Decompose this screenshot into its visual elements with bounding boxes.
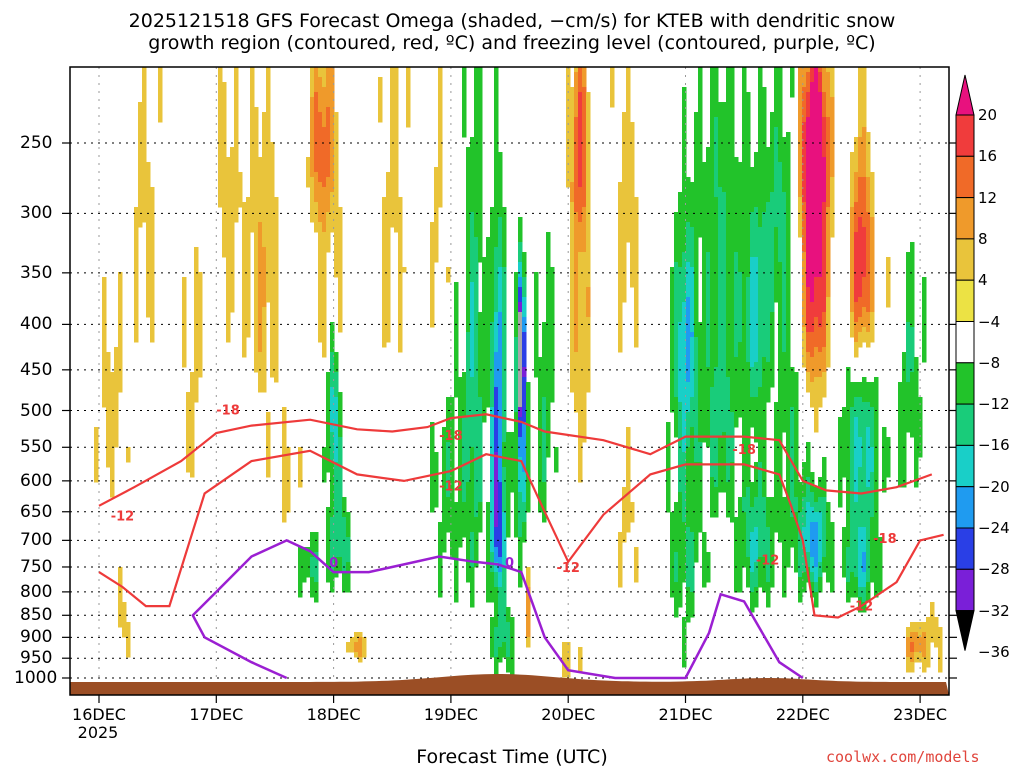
ytick-label: 800 [20, 581, 53, 602]
ytick-label: 950 [20, 648, 53, 669]
ytick-label: 450 [20, 359, 53, 380]
xtick-label: 23DEC [893, 705, 948, 724]
colorbar-segment [955, 362, 975, 405]
x-year-label: 2025 [77, 723, 119, 742]
contour-purple-freezing [215, 539, 804, 680]
colorbar-top-arrow [955, 74, 975, 116]
colorbar-segment [955, 155, 975, 199]
pressure-gridlines [70, 67, 949, 695]
ytick-label: 750 [20, 556, 53, 577]
colorbar-label: −20 [978, 477, 1010, 496]
omega-colorbar [955, 74, 975, 651]
colorbar-label: −36 [978, 642, 1010, 661]
contour-label-red: -12 [850, 600, 874, 615]
colorbar-bottom-arrow [955, 610, 975, 651]
contour-label-red: -12 [439, 479, 463, 494]
contour-label-red: -18 [732, 443, 756, 458]
xtick-label: 16DEC [72, 705, 126, 724]
xtick-label: 17DEC [189, 705, 244, 724]
contour-label-red: -18 [439, 429, 463, 444]
ytick-label: 900 [20, 627, 53, 648]
colorbar-segment [955, 197, 975, 240]
credit-link[interactable]: coolwx.com/models [826, 748, 980, 766]
ytick-label: 550 [20, 437, 53, 458]
contour-label-red: -12 [756, 553, 780, 568]
contour-label-red: -12 [556, 561, 580, 576]
colorbar-segment [955, 238, 975, 281]
ytick-label: 600 [20, 470, 53, 491]
contour-red-minus12 [98, 449, 944, 619]
contour-label-purple: 0 [505, 556, 514, 571]
contour-label-red: -18 [216, 403, 240, 418]
colorbar-segment [955, 568, 975, 612]
colorbar-label: −8 [978, 353, 1001, 372]
ytick-label: 250 [20, 133, 53, 153]
ytick-label: 700 [20, 530, 53, 551]
colorbar-label: 4 [978, 271, 988, 290]
xtick-label: 18DEC [306, 705, 361, 724]
colorbar-label: 8 [978, 229, 988, 248]
ytick-label: 500 [20, 400, 53, 421]
chart-title-line-2: growth region (contoured, red, ºC) and f… [148, 32, 876, 54]
colorbar-segment [955, 527, 975, 570]
ytick-label: 850 [20, 605, 53, 626]
plot-frame [69, 66, 950, 696]
colorbar-label: −28 [978, 560, 1010, 579]
omega-shading-layer [94, 67, 943, 678]
ytick-label: 350 [20, 262, 53, 283]
colorbar-label: −24 [978, 519, 1010, 537]
colorbar-label: 20 [978, 106, 998, 124]
x-axis-title: Forecast Time (UTC) [416, 746, 608, 768]
colorbar-segment [955, 321, 975, 364]
colorbar-segment [955, 114, 975, 157]
colorbar-segment [955, 444, 975, 488]
contour-label-purple: 0 [329, 556, 338, 571]
colorbar-segment [955, 486, 975, 529]
contour-purple-loop [191, 591, 288, 680]
contour-label-red: -18 [873, 532, 897, 547]
contour-red-minus18 [98, 413, 933, 507]
xtick-label: 20DEC [541, 705, 596, 724]
colorbar-label: −12 [978, 395, 1010, 414]
colorbar-segment [955, 279, 975, 323]
ytick-label: 400 [20, 314, 53, 335]
ytick-label: 650 [20, 501, 53, 522]
xtick-label: 21DEC [658, 705, 713, 724]
contour-layer: -18 -18 -12 -12 -18 -12 -18 -12 -12 0 0 [98, 403, 944, 680]
terrain-ground-band [70, 674, 949, 695]
ytick-label: 300 [20, 203, 53, 224]
colorbar-label: 16 [978, 147, 998, 166]
xtick-label: 19DEC [423, 705, 478, 724]
contour-label-red: -12 [111, 510, 135, 525]
chart-title-line-1: 2025121518 GFS Forecast Omega (shaded, −… [128, 10, 896, 32]
xtick-label: 22DEC [775, 705, 830, 724]
colorbar-label: −32 [978, 601, 1010, 620]
colorbar-label: 12 [978, 188, 998, 207]
colorbar-label: −16 [978, 436, 1010, 455]
ytick-label: 1000 [14, 668, 58, 688]
colorbar-segment [955, 403, 975, 446]
colorbar-label: −4 [978, 312, 1001, 331]
